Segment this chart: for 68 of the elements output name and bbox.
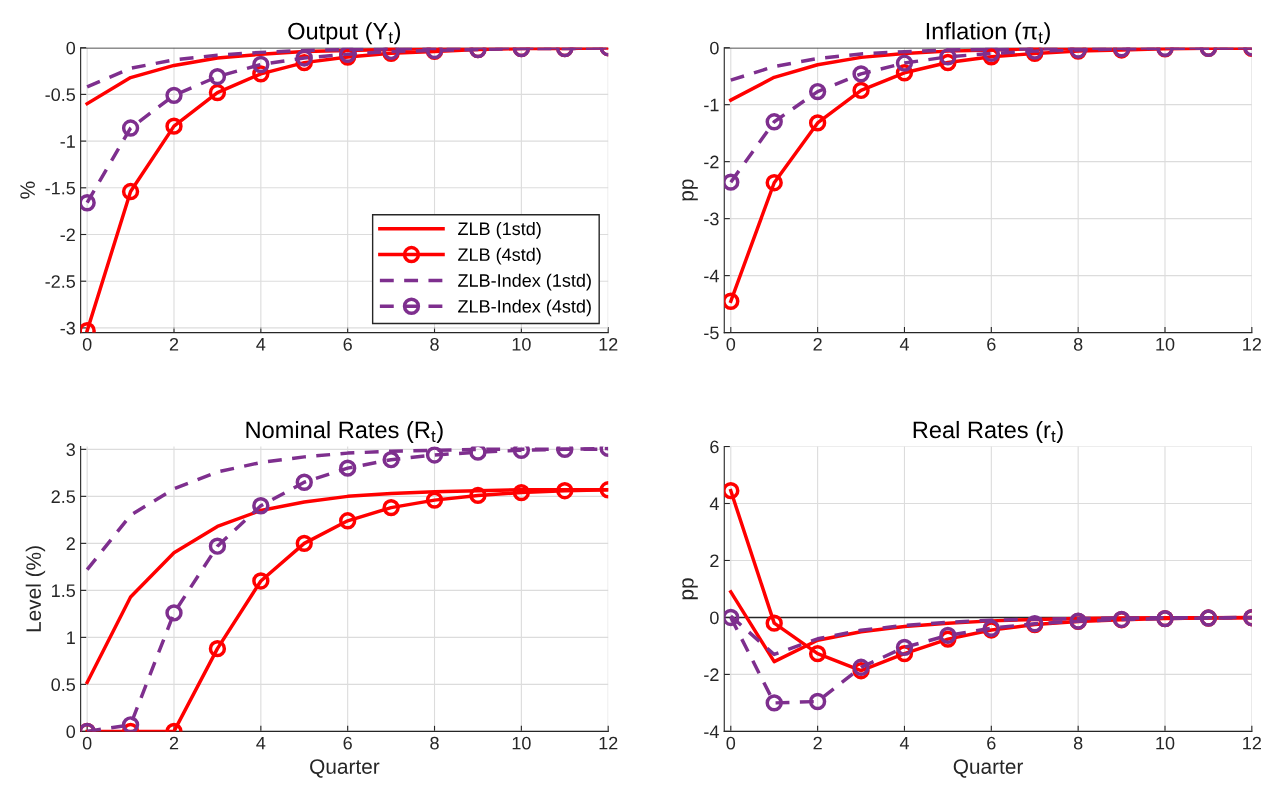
- x-axis-title: Quarter: [953, 759, 1024, 778]
- y-tick-label: -4: [704, 725, 719, 738]
- legend-label: ZLB-Index (4std): [458, 299, 591, 317]
- x-tick-label: 10: [1156, 736, 1175, 750]
- x-tick-label: 8: [1073, 736, 1083, 750]
- y-tick-label: 4: [709, 497, 719, 511]
- y-tick-label: -2.5: [45, 275, 76, 288]
- x-tick-label: 2: [813, 337, 822, 351]
- y-tick-label: -5: [704, 326, 719, 340]
- x-tick-label: 12: [599, 736, 618, 750]
- chart-title: Nominal Rates (R$_{t}$): [246, 420, 443, 443]
- y-tick-label: 1: [67, 631, 75, 644]
- y-tick-label: 6: [710, 440, 719, 454]
- y-tick-label: 2.5: [51, 490, 76, 504]
- x-tick-label: 0: [726, 736, 736, 750]
- y-tick-label: -1.5: [45, 181, 76, 195]
- y-tick-label: 2: [710, 554, 719, 568]
- x-tick-label: 6: [343, 337, 352, 351]
- x-tick-label: 12: [1243, 337, 1261, 351]
- y-tick-label: 2: [66, 537, 75, 550]
- y-tick-label: -1: [60, 135, 75, 148]
- y-tick-label: 3: [66, 443, 75, 457]
- y-axis-title: pp: [682, 179, 698, 201]
- y-axis-title: Level (%): [25, 546, 46, 632]
- x-tick-label: 4: [899, 338, 909, 351]
- y-tick-label: 1.5: [52, 584, 76, 598]
- y-axis-title: %: [20, 181, 35, 199]
- y-tick-label: -3: [60, 321, 75, 335]
- chart-title: Output (Y$_{t}$): [288, 22, 401, 45]
- x-tick-label: 2: [169, 736, 179, 750]
- chart-title: Inflation (π$_{t}$): [926, 22, 1050, 45]
- x-tick-label: 8: [1073, 337, 1083, 351]
- y-tick-label: -3: [704, 212, 719, 226]
- y-tick-label: -2: [704, 668, 719, 681]
- y-tick-label: -4: [704, 269, 719, 283]
- x-tick-label: 12: [1243, 736, 1261, 750]
- x-tick-label: 10: [512, 736, 531, 750]
- y-tick-label: 0: [66, 41, 76, 55]
- x-tick-label: 0: [82, 736, 92, 750]
- legend-label: ZLB (1std): [458, 221, 541, 239]
- x-tick-label: 4: [256, 338, 266, 351]
- x-tick-label: 8: [430, 337, 439, 351]
- x-tick-label: 10: [512, 337, 531, 351]
- x-tick-label: 4: [256, 736, 266, 750]
- x-tick-label: 4: [899, 736, 909, 750]
- y-tick-label: -0.5: [45, 88, 76, 102]
- y-tick-label: -1: [704, 98, 719, 112]
- y-tick-label: 0.5: [51, 678, 76, 692]
- y-tick-label: 0: [66, 725, 76, 739]
- legend-label: ZLB (4std): [458, 247, 541, 265]
- x-tick-label: 2: [813, 736, 822, 750]
- chart-title: Real Rates (r$_{t}$): [913, 420, 1063, 443]
- y-tick-label: -2: [60, 228, 75, 242]
- y-tick-label: -2: [704, 155, 719, 169]
- x-tick-label: 8: [430, 736, 439, 750]
- x-tick-label: 6: [343, 736, 352, 750]
- x-axis-title: Quarter: [310, 759, 380, 778]
- x-tick-label: 10: [1156, 337, 1175, 351]
- y-tick-label: 0: [710, 41, 719, 55]
- y-axis-title: pp: [682, 578, 698, 600]
- y-tick-label: 0: [710, 611, 719, 625]
- x-tick-label: 6: [987, 337, 996, 351]
- legend-label: ZLB-Index (1std): [458, 273, 591, 291]
- x-tick-label: 6: [987, 736, 996, 750]
- x-tick-label: 2: [169, 337, 179, 351]
- x-tick-label: 0: [726, 337, 736, 351]
- x-tick-label: 0: [82, 337, 92, 351]
- x-tick-label: 12: [599, 337, 618, 351]
